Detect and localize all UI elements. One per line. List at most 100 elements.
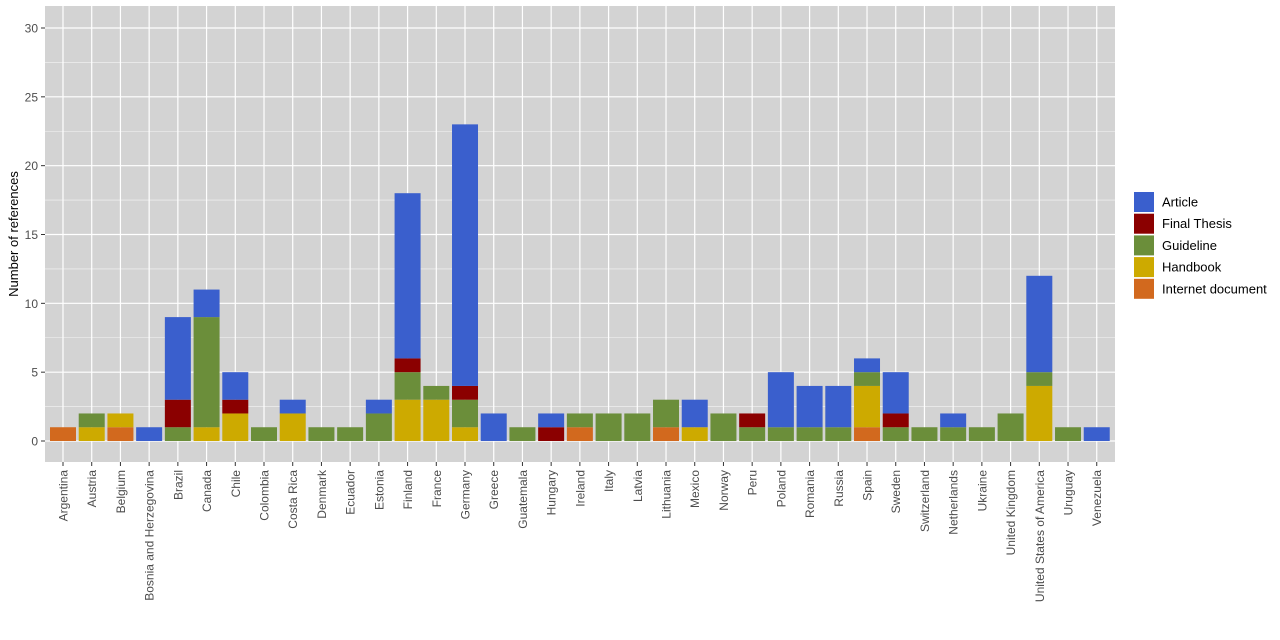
legend-key [1134,278,1154,299]
bar-segment [193,289,220,318]
bar-segment [681,427,708,441]
y-axis: 0 5 10 15 20 25 30 [25,22,45,449]
bar-segment [423,385,450,400]
x-tick-label: Spain [861,470,875,501]
x-tick-label: Sweden [889,470,903,513]
bar-segment [452,385,479,400]
x-tick-label: Austria [85,470,99,508]
bar-segment [767,372,794,428]
bar-segment [968,427,995,441]
bar-segment [882,427,909,441]
x-tick-label: Costa Rica [286,470,300,529]
bar-segment [251,427,278,441]
y-axis-title: Number of references [6,171,21,297]
bar-segment [653,399,680,428]
x-tick-label: Peru [746,470,760,495]
legend: Article Final Thesis Guideline Handbook Inte… [1134,192,1267,299]
x-tick-label: Bosnia and Herzegovina [143,470,157,601]
bar-segment [1055,427,1082,441]
bar-segment [624,413,651,441]
x-tick-label: Colombia [258,470,272,521]
x-tick-label: Russia [832,470,846,507]
bar-segment [394,193,421,359]
x-tick-label: Italy [602,470,616,492]
bar-segment [394,358,421,373]
x-tick-label: Romania [803,470,817,518]
bar-segment [279,413,306,441]
x-tick-label: Poland [774,470,788,507]
bar-segment [107,427,134,441]
y-tick-label: 5 [31,366,38,380]
x-tick-label: Uruguay [1062,470,1076,515]
legend-label: Final Thesis [1162,216,1232,231]
bar-segment [222,399,249,414]
x-tick-label: Belgium [114,470,128,513]
bar-segment [710,413,737,441]
bar-segment [796,385,823,428]
x-tick-label: Switzerland [918,470,932,532]
bar-segment [509,427,536,441]
x-tick-label: Hungary [545,470,559,515]
bar-segment [739,427,766,441]
bar-segment [423,399,450,441]
y-tick-label: 25 [25,90,39,104]
bar-segment [1026,372,1053,386]
bar-segment [164,317,191,400]
bar-segment [882,413,909,428]
x-tick-label: Chile [229,470,243,498]
bar-segment [825,385,852,428]
bar-segment [78,413,105,428]
x-tick-label: Brazil [171,470,185,500]
legend-key [1134,235,1154,256]
bar-segment [279,399,306,414]
x-tick-label: Norway [717,470,731,511]
bar-segment [739,413,766,428]
bar-segment [997,413,1024,441]
bar-segment [365,413,392,441]
legend-key [1134,257,1154,278]
bar-segment [854,385,881,428]
y-tick-label: 10 [25,297,39,311]
bar-segment [854,358,881,373]
legend-label: Handbook [1162,260,1222,275]
x-tick-label: Finland [401,470,415,509]
bar-segment [681,399,708,428]
x-tick-label: Estonia [372,470,386,510]
bar-segment [940,413,967,428]
bar-segment [365,399,392,414]
x-tick-label: Ireland [573,470,587,507]
x-tick-label: France [430,470,444,508]
x-tick-label: Guatemala [516,470,530,529]
bar-segment [452,427,479,441]
x-tick-label: Ukraine [975,470,989,512]
x-tick-label: Lithuania [660,470,674,519]
x-tick-label: United States of America [1033,470,1047,602]
bars [50,124,1110,441]
bar-segment [193,427,220,441]
bar-segment [882,372,909,414]
bar-segment [940,427,967,441]
legend-key [1134,213,1154,234]
x-tick-label: Canada [200,470,214,512]
x-tick-label: Venezuela [1090,470,1104,526]
bar-segment [911,427,938,441]
bar-segment [337,427,364,441]
bar-segment [825,427,852,441]
bar-segment [566,427,593,441]
bar-segment [767,427,794,441]
x-axis: Argentina Austria Belgium Bosnia and Herzeg… [57,462,1104,602]
bar-segment [452,399,479,428]
bar-segment [452,124,479,386]
bar-segment [394,399,421,441]
bar-segment [50,427,76,441]
x-tick-label: Germany [459,470,473,519]
bar-segment [1026,385,1053,441]
y-tick-label: 30 [25,22,39,36]
bar-segment [222,413,249,441]
x-tick-label: United Kingdom [1004,470,1018,555]
bar-segment [653,427,680,441]
bar-segment [538,427,565,441]
x-tick-label: Denmark [315,469,329,519]
